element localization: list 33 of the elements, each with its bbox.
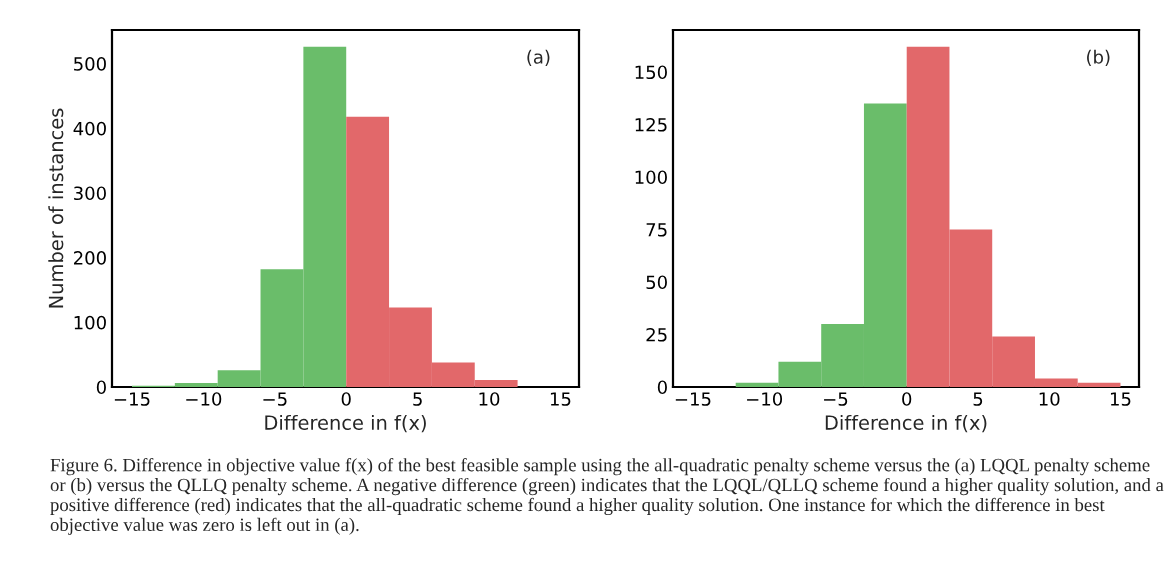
x-tick-label: 0 — [902, 392, 912, 406]
x-tick-label: 15 — [1110, 392, 1131, 406]
annotation: (b) — [1087, 49, 1110, 66]
x-tick-label: 10 — [479, 392, 500, 406]
y-tick-label: 400 — [73, 121, 106, 136]
x-tick-label: −15 — [675, 392, 711, 406]
x-tick-label: 0 — [341, 392, 351, 406]
x-tick-label: −15 — [114, 392, 150, 406]
y-tick-label: 0 — [657, 380, 667, 395]
y-axis-title: Number of instances — [48, 108, 64, 308]
annotation: (a) — [527, 49, 550, 66]
y-tick-label: 200 — [74, 251, 106, 265]
x-tick-label: −5 — [263, 392, 287, 406]
y-tick-label: 500 — [74, 57, 106, 71]
x-axis-title: Difference in f(x) — [825, 414, 987, 433]
x-tick-label: 5 — [413, 392, 422, 406]
x-axis-title: Difference in f(x) — [265, 414, 426, 433]
x-tick-label: 10 — [1039, 392, 1060, 406]
y-tick-label: 300 — [74, 186, 106, 201]
x-tick-label: 15 — [550, 392, 571, 406]
x-tick-label: −10 — [747, 392, 783, 406]
y-tick-label: 25 — [646, 327, 667, 342]
y-tick-label: 100 — [635, 170, 667, 185]
y-tick-label: 0 — [96, 380, 106, 395]
caption: Figure 6. Difference in objective value f(x) of the best feasible sample using the all-quadratic penalty scheme versus the (a) LQQL penalty scheme or (b) versus the QLLQ penalty scheme. A negative difference (green) indicates that the LQQL/QLLQ scheme found a higher quality solution, and a positive difference (red) indicates that the all-quadratic scheme found a higher quality solution. One instance for which the difference in best objective value was zero is left out in (a). — [50, 458, 1164, 535]
y-tick-label: 125 — [635, 117, 667, 132]
x-tick-label: −10 — [186, 392, 222, 406]
y-tick-label: 100 — [74, 315, 106, 330]
x-tick-label: 5 — [973, 392, 983, 406]
y-tick-label: 75 — [646, 223, 667, 237]
x-tick-label: −5 — [824, 392, 848, 406]
y-tick-label: 50 — [646, 275, 667, 290]
y-tick-label: 150 — [635, 65, 667, 80]
